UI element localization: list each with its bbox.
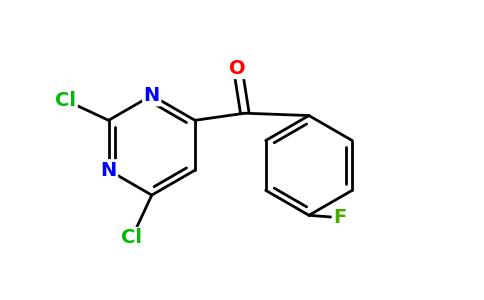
Text: Cl: Cl: [55, 91, 76, 110]
Text: O: O: [229, 58, 246, 78]
Text: F: F: [333, 208, 347, 227]
Text: N: N: [144, 86, 160, 105]
Text: Cl: Cl: [121, 228, 142, 248]
Text: N: N: [101, 161, 117, 180]
